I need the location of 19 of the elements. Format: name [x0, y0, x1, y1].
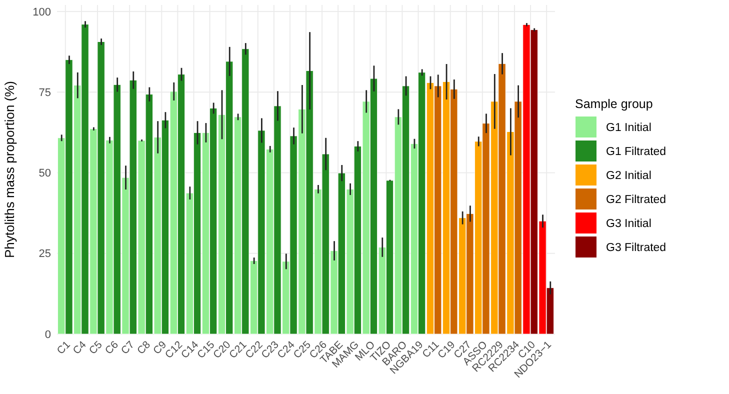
x-tick-label: C7 [118, 338, 137, 357]
y-tick-label: 75 [38, 86, 51, 99]
y-tick-label: 50 [38, 168, 51, 180]
legend-label: G2 Initial [606, 170, 652, 182]
y-tick-label: 25 [38, 248, 51, 260]
x-tick-label: C6 [102, 338, 121, 357]
y-tick-label: 0 [44, 328, 51, 341]
x-tick-label: C1 [54, 338, 73, 357]
legend-label: G3 Initial [606, 218, 652, 230]
x-tick-label: C5 [86, 338, 105, 357]
legend-title: Sample group [575, 97, 653, 111]
legend-label: G1 Initial [606, 122, 652, 134]
legend-label: G1 Filtrated [606, 146, 666, 158]
y-tick-label: 100 [32, 6, 51, 18]
x-tick-label: C4 [70, 338, 89, 357]
x-tick-label: C8 [134, 338, 154, 357]
legend-label: G2 Filtrated [606, 194, 666, 206]
y-axis-title: Phytoliths mass proportion (%) [2, 80, 17, 258]
legend-label: G3 Filtrated [606, 242, 666, 254]
